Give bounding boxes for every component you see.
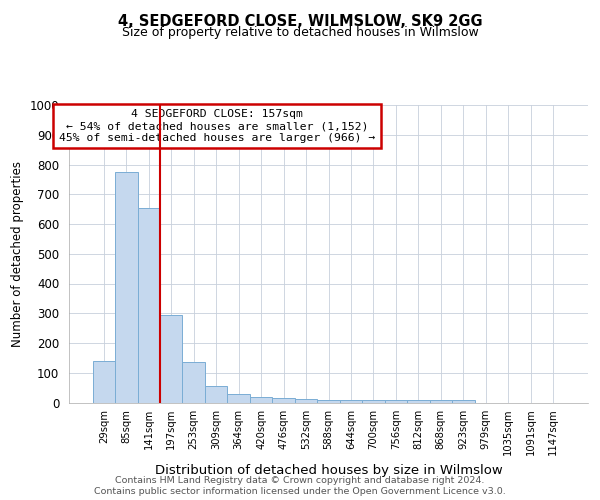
Text: Contains public sector information licensed under the Open Government Licence v3: Contains public sector information licen… (94, 487, 506, 496)
Y-axis label: Number of detached properties: Number of detached properties (11, 161, 24, 347)
Bar (160, 314, 182, 402)
Bar (250, 397, 272, 402)
X-axis label: Distribution of detached houses by size in Wilmslow: Distribution of detached houses by size … (155, 464, 502, 476)
Bar (137, 208, 160, 402)
Bar (407, 400, 430, 402)
Bar (295, 399, 317, 402)
Bar (362, 400, 385, 402)
Text: 4, SEDGEFORD CLOSE, WILMSLOW, SK9 2GG: 4, SEDGEFORD CLOSE, WILMSLOW, SK9 2GG (118, 14, 482, 29)
Text: Size of property relative to detached houses in Wilmslow: Size of property relative to detached ho… (122, 26, 478, 39)
Bar (452, 400, 475, 402)
Text: Contains HM Land Registry data © Crown copyright and database right 2024.: Contains HM Land Registry data © Crown c… (115, 476, 485, 485)
Bar (340, 400, 362, 402)
Bar (92, 361, 115, 403)
Bar (115, 172, 137, 402)
Bar (272, 398, 295, 402)
Bar (430, 400, 452, 402)
Text: 4 SEDGEFORD CLOSE: 157sqm
← 54% of detached houses are smaller (1,152)
45% of se: 4 SEDGEFORD CLOSE: 157sqm ← 54% of detac… (59, 110, 375, 142)
Bar (205, 386, 227, 402)
Bar (385, 400, 407, 402)
Bar (182, 362, 205, 403)
Bar (317, 400, 340, 402)
Bar (227, 394, 250, 402)
